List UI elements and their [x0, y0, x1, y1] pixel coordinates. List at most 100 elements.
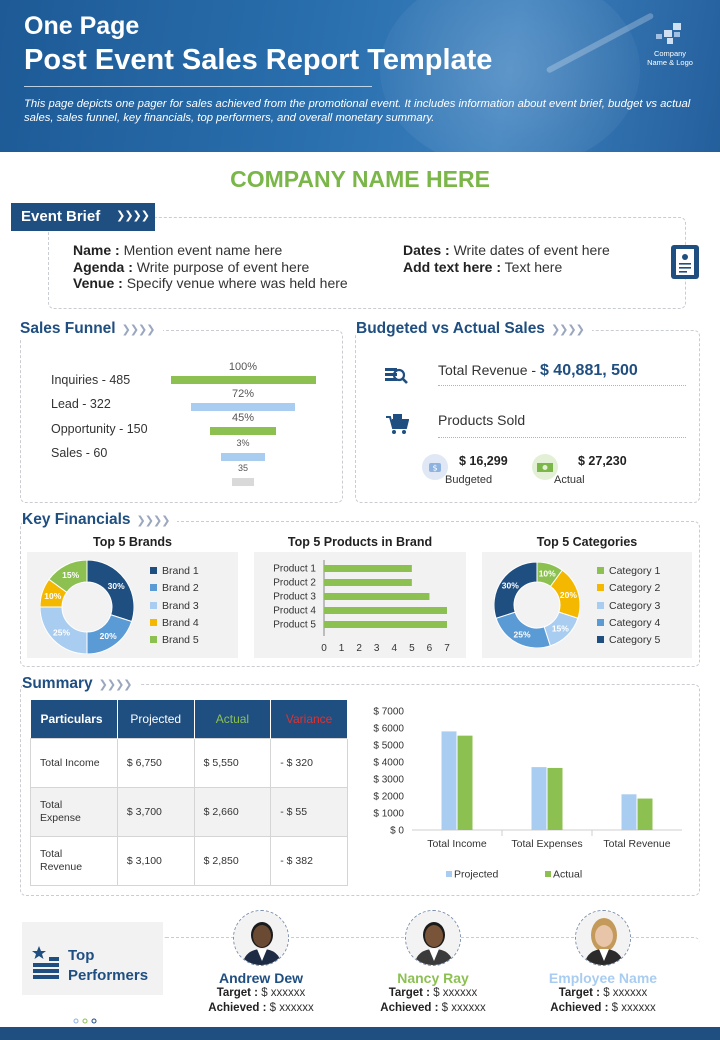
legend-swatch — [150, 618, 157, 626]
add-text-label: Add text here : — [403, 258, 502, 275]
podium-star-icon — [32, 946, 59, 979]
legend-swatch — [150, 567, 157, 574]
cell-actual: $ 2,850 — [193, 835, 272, 886]
donut-slice — [494, 562, 538, 619]
slice-label: 25% — [514, 629, 531, 639]
dotted-divider — [438, 437, 686, 438]
funnel-percent-label: 100% — [228, 361, 258, 373]
x-tick-label: 6 — [427, 643, 433, 654]
funnel-bar — [221, 453, 265, 461]
cell-actual: $ 2,660 — [193, 786, 272, 837]
performer-card: Employee Name Target : $ xxxxxx Achieved :… — [523, 970, 683, 1016]
row-label: Total Income — [30, 737, 118, 788]
name-value: Mention event name here — [123, 242, 283, 258]
y-tick-label: $ 6000 — [373, 724, 404, 735]
legend-item: Category 3 — [597, 598, 660, 615]
table-header-row: Particulars Projected Actual Variance — [30, 700, 348, 738]
avatar — [405, 910, 461, 966]
summary-title: Summary — [22, 675, 93, 692]
x-tick-label: 1 — [339, 643, 345, 654]
page-description: This page depicts one pager for sales ac… — [24, 98, 691, 124]
y-tick-label: $ 2000 — [373, 792, 404, 803]
x-tick-label: 7 — [444, 643, 450, 654]
categories-donut-chart: 10% 20% 15% 25% 30% — [494, 562, 580, 648]
event-brief-title: Event Brief — [21, 208, 101, 225]
product-bar — [324, 621, 447, 628]
title-underline — [24, 86, 372, 87]
venue-label: Venue : — [73, 275, 123, 291]
funnel-stage-label: Lead - 322 — [51, 397, 111, 411]
legend-item: Brand 3 — [150, 598, 199, 615]
cell-variance: - $ 382 — [270, 835, 348, 886]
performer-target: Target : $ xxxxxx — [388, 987, 478, 999]
legend-item: Brand 4 — [150, 615, 199, 632]
logo-icon — [656, 23, 681, 44]
legend-item: Brand 1 — [150, 563, 199, 580]
chevrons-icon: ❯❯❯❯ — [550, 324, 585, 336]
add-text-value: Text here — [504, 258, 563, 275]
slice-label: 15% — [62, 570, 79, 580]
shopping-cart-icon — [386, 414, 409, 434]
summary-bar-chart: $ 0 $ 1000 $ 2000 $ 3000 $ 4000 $ 5000 $ 6000 $… — [373, 707, 682, 881]
slice-label: 30% — [502, 581, 519, 591]
product-bar — [324, 579, 412, 586]
donut-slice — [48, 560, 88, 594]
event-brief-left: Name : Mention event name here Agenda : … — [73, 242, 348, 292]
event-brief-tag: Event Brief ❯❯❯❯ — [11, 203, 155, 231]
summary-bar — [637, 798, 653, 830]
total-revenue-row: Total Revenue - $ 40,881, 500 — [438, 362, 638, 380]
cell-actual: $ 5,550 — [193, 737, 272, 788]
category-label: Total Income — [427, 838, 487, 850]
category-label: Product 4 — [273, 606, 316, 617]
category-label: Product 2 — [273, 578, 316, 589]
slice-label: 15% — [552, 623, 569, 633]
x-tick-label: 3 — [374, 643, 380, 654]
legend-item: Brand 2 — [150, 580, 199, 597]
y-tick-label: $ 3000 — [373, 775, 404, 786]
summary-bar — [441, 731, 457, 830]
categories-chart-title: Top 5 Categories — [536, 535, 638, 549]
col-projected: Projected — [117, 700, 195, 738]
legend-item: Category 4 — [597, 615, 660, 632]
legend-item: Category 5 — [597, 632, 660, 649]
summary-bar — [621, 794, 637, 830]
col-actual: Actual — [194, 700, 272, 738]
x-tick-label: 2 — [356, 643, 362, 654]
x-tick-label: 5 — [409, 643, 415, 654]
avatar — [233, 910, 289, 966]
budget-title: Budgeted vs Actual Sales — [356, 320, 545, 337]
legend-label: Actual — [553, 869, 582, 881]
x-tick-label: 4 — [392, 643, 398, 654]
legend-swatch — [597, 618, 604, 626]
performer-name: Andrew Dew — [218, 970, 303, 986]
category-label: Product 1 — [273, 564, 316, 575]
legend-swatch — [150, 601, 157, 609]
funnel-stage-label: Inquiries - 485 — [51, 373, 131, 387]
y-tick-label: $ 4000 — [373, 758, 404, 769]
budgeted-value: $ 16,299 — [459, 454, 508, 468]
logo-text-1: Company — [653, 49, 687, 58]
cash-icon — [532, 454, 558, 480]
performer-achieved: Achieved : $ xxxxxx — [208, 1002, 314, 1014]
legend-swatch — [597, 601, 604, 609]
col-particulars: Particulars — [30, 700, 118, 738]
summary-bar — [457, 735, 473, 830]
summary-box — [20, 684, 700, 896]
funnel-stage-label: Sales - 60 — [51, 446, 108, 460]
products-sold-label: Products Sold — [438, 412, 526, 428]
slice-label: 25% — [53, 627, 70, 637]
summary-bar — [531, 767, 547, 830]
y-tick-label: $ 5000 — [373, 741, 404, 752]
funnel-percent-label: 72% — [231, 388, 255, 400]
legend-swatch — [597, 584, 604, 592]
cell-variance: - $ 320 — [270, 737, 348, 788]
header-banner: One Page Post Event Sales Report Templat… — [0, 0, 720, 152]
pagination-dots-icon — [73, 1018, 97, 1024]
performer-card: Nancy Ray Target : $ xxxxxx Achieved : $ x… — [353, 970, 513, 1016]
agenda-label: Agenda : — [73, 258, 133, 275]
cell-projected: $ 3,100 — [116, 835, 195, 886]
top-performers-title: Top Performers — [68, 947, 149, 984]
summary-heading: Summary ❯❯❯❯ — [22, 675, 140, 693]
total-revenue-label: Total Revenue - — [438, 362, 537, 378]
funnel-bar — [210, 427, 276, 435]
